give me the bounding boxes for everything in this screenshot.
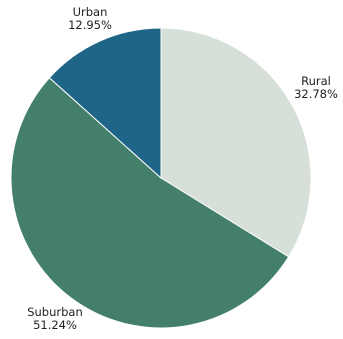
slice-percent-suburban: 51.24%	[33, 318, 77, 332]
labels-layer: Rural 32.78% Suburban 51.24% Urban 12.95%	[27, 5, 338, 332]
slice-label-suburban: Suburban 51.24%	[27, 305, 83, 332]
slice-name-urban: Urban	[73, 5, 108, 19]
pie-slice-urban	[48, 27, 162, 180]
slice-percent-urban: 12.95%	[68, 18, 112, 32]
slice-label-urban: Urban 12.95%	[68, 5, 112, 32]
pie-slice-rural	[160, 27, 312, 258]
slice-name-rural: Rural	[301, 74, 331, 88]
slice-percent-rural: 32.78%	[294, 87, 338, 101]
pie-slice-suburban	[10, 77, 290, 329]
slice-name-suburban: Suburban	[27, 305, 83, 319]
slice-label-rural: Rural 32.78%	[294, 74, 338, 101]
slices-layer	[10, 27, 312, 329]
